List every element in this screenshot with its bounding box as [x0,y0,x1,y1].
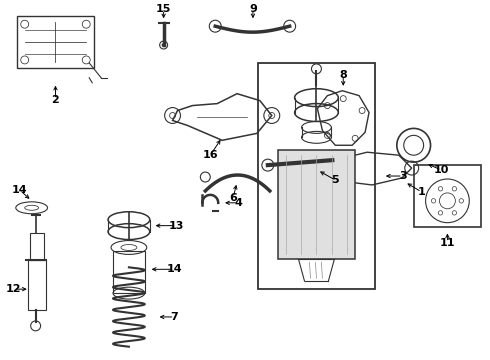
Bar [113,251,145,293]
Text: 14: 14 [12,185,27,195]
Text: 16: 16 [202,150,218,160]
Text: 2: 2 [51,95,59,105]
Text: 13: 13 [169,221,184,231]
Text: 6: 6 [229,193,237,203]
Bar [258,63,375,289]
Bar [30,233,44,260]
Bar [17,16,94,68]
Bar [28,260,46,310]
Text: 8: 8 [340,70,347,80]
Text: 12: 12 [6,284,22,294]
Text: 15: 15 [156,4,171,14]
Bar [414,165,481,227]
Text: 9: 9 [249,4,257,14]
Text: 4: 4 [234,198,242,208]
Circle shape [162,43,166,47]
Text: 1: 1 [418,187,425,197]
Text: 3: 3 [399,171,407,181]
Bar [278,150,355,260]
Text: 11: 11 [440,238,455,248]
Text: 7: 7 [171,312,178,322]
Text: 10: 10 [434,165,449,175]
Text: 5: 5 [332,175,339,185]
Text: 14: 14 [167,264,182,274]
